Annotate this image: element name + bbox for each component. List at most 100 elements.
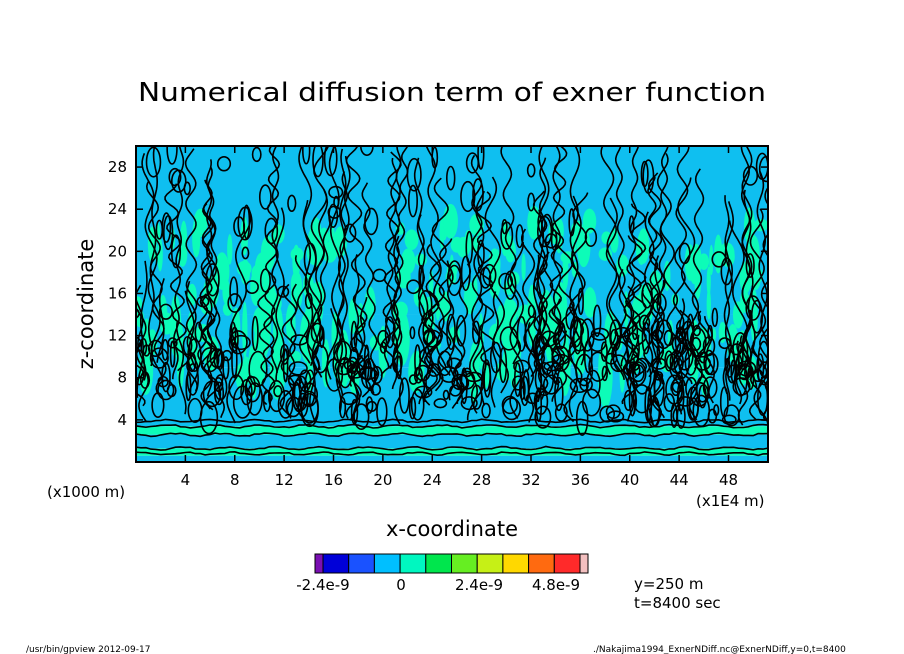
contour-line xyxy=(568,195,579,418)
colorbar-cell xyxy=(579,553,589,574)
contour-loop xyxy=(489,341,502,374)
contour-line xyxy=(724,195,731,401)
contour-loop xyxy=(328,185,344,199)
contour-loop xyxy=(365,396,374,414)
contour-loop xyxy=(408,374,418,385)
contour-line xyxy=(136,445,768,451)
contour-loop xyxy=(264,217,279,245)
contour-line xyxy=(172,146,185,380)
contour-line xyxy=(475,191,496,367)
contour-loop xyxy=(370,383,382,396)
contour-loop xyxy=(642,159,655,195)
positive-patch xyxy=(706,266,711,297)
colorbar-cell xyxy=(322,553,350,574)
contour-loop xyxy=(477,146,485,170)
contour-loop xyxy=(139,371,151,389)
contour-loop xyxy=(323,146,338,177)
y-tick-label: 24 xyxy=(108,200,127,218)
contour-loop xyxy=(221,349,233,362)
contour-line xyxy=(759,186,768,379)
contour-line xyxy=(357,296,368,379)
x-tick-label: 16 xyxy=(324,471,343,489)
contour-loop xyxy=(540,330,557,348)
positive-patch xyxy=(321,339,331,388)
contour-line xyxy=(537,157,547,401)
contour-loop xyxy=(614,326,631,338)
footer-right: ./Nakajima1994_ExnerNDiff.nc@ExnerNDiff,… xyxy=(593,645,846,654)
contour-loop xyxy=(361,366,377,390)
contour-loop xyxy=(446,313,456,351)
positive-patch xyxy=(743,207,756,245)
contour-loop xyxy=(259,268,271,293)
contour-loop xyxy=(442,389,450,400)
positive-patch xyxy=(443,203,458,239)
contour-line xyxy=(527,322,535,423)
contour-loop xyxy=(161,361,171,393)
positive-patch xyxy=(750,288,758,343)
positive-patch xyxy=(706,288,712,320)
y-tick-label: 28 xyxy=(108,158,127,176)
contour-loop xyxy=(737,341,744,370)
contour-loop xyxy=(446,264,462,297)
plot-area xyxy=(136,146,768,462)
contour-loop xyxy=(542,374,560,395)
x-tick-label: 36 xyxy=(571,471,590,489)
chart-title: Numerical diffusion term of exner functi… xyxy=(138,78,766,108)
contour-loop xyxy=(185,373,192,402)
contour-loop xyxy=(557,321,566,350)
positive-patch xyxy=(180,220,188,257)
contour-line xyxy=(677,298,686,415)
colorbar-labels: -2.4e-9 0 2.4e-9 4.8e-9 xyxy=(296,576,580,594)
contour-loop xyxy=(673,342,691,380)
contour-loop xyxy=(169,340,176,368)
contour-loop xyxy=(628,215,635,235)
contour-loop xyxy=(727,364,738,384)
contour-loop xyxy=(525,392,540,405)
contour-loop xyxy=(327,205,342,219)
contour-loop xyxy=(414,344,421,377)
contour-loop xyxy=(653,370,664,381)
contour-loop xyxy=(698,384,707,409)
positive-patch xyxy=(739,261,752,294)
contour-loop xyxy=(363,358,372,382)
contour-loop xyxy=(340,391,358,406)
contour-loop xyxy=(520,375,530,407)
contour-loop xyxy=(277,390,294,419)
positive-patch xyxy=(290,247,304,262)
contour-loop xyxy=(183,181,191,196)
contour-loop xyxy=(702,376,718,399)
contour-loop xyxy=(750,299,764,334)
contour-loop xyxy=(569,318,590,352)
positive-patch xyxy=(610,227,619,253)
contour-loop xyxy=(200,347,220,373)
contour-loop xyxy=(213,377,224,393)
contour-line xyxy=(304,146,330,390)
positive-patch xyxy=(714,234,723,274)
contour-loop xyxy=(584,227,598,247)
contour-loop xyxy=(732,377,751,396)
contour-loop xyxy=(349,346,360,373)
contour-loop xyxy=(366,400,378,413)
contour-loop xyxy=(477,239,485,268)
contour-loop xyxy=(599,405,616,423)
positive-patch xyxy=(348,298,357,335)
contour-loop xyxy=(675,326,686,340)
contour-loop xyxy=(343,223,357,243)
contour-loop xyxy=(641,321,651,355)
y-tick-label: 12 xyxy=(108,327,127,345)
contour-loop xyxy=(227,293,243,313)
contour-loop xyxy=(451,373,469,391)
contour-loop xyxy=(606,410,625,423)
colorbar xyxy=(314,553,589,574)
contour-loop xyxy=(418,264,425,289)
contour-loop xyxy=(707,324,713,341)
contour-loop xyxy=(554,376,564,412)
contour-loop xyxy=(588,332,607,352)
contour-loop xyxy=(222,356,230,380)
contour-loop xyxy=(537,215,553,248)
contour-loop xyxy=(407,184,418,218)
contour-loop xyxy=(568,208,576,237)
contour-loop xyxy=(513,362,522,398)
y-position-label: y=250 m xyxy=(634,575,703,593)
contour-loop xyxy=(483,362,492,398)
